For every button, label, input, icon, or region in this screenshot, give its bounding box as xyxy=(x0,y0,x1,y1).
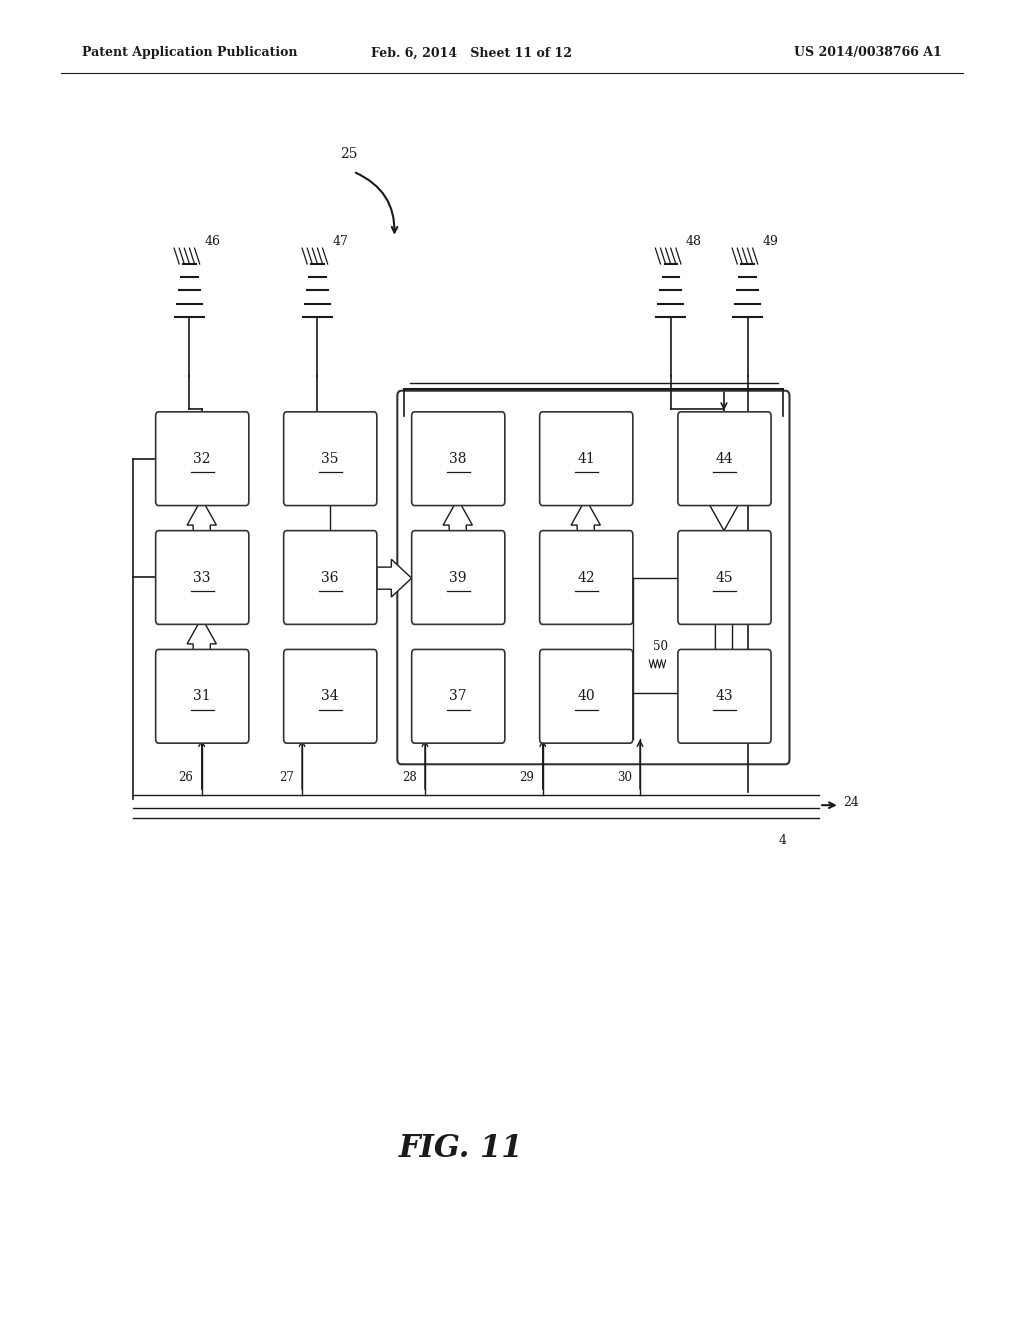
Text: Feb. 6, 2014   Sheet 11 of 12: Feb. 6, 2014 Sheet 11 of 12 xyxy=(371,46,571,59)
Text: 46: 46 xyxy=(205,235,221,248)
FancyArrow shape xyxy=(571,499,600,535)
Text: 40: 40 xyxy=(578,689,595,704)
FancyArrow shape xyxy=(710,620,738,702)
Text: Patent Application Publication: Patent Application Publication xyxy=(82,46,297,59)
Text: 44: 44 xyxy=(716,451,733,466)
FancyBboxPatch shape xyxy=(412,649,505,743)
FancyArrow shape xyxy=(187,499,216,535)
FancyBboxPatch shape xyxy=(540,649,633,743)
FancyBboxPatch shape xyxy=(156,531,249,624)
Text: 43: 43 xyxy=(716,689,733,704)
Text: FIG. 11: FIG. 11 xyxy=(398,1133,523,1164)
Text: 38: 38 xyxy=(450,451,467,466)
Text: 41: 41 xyxy=(578,451,595,466)
Text: US 2014/0038766 A1: US 2014/0038766 A1 xyxy=(795,46,942,59)
Text: 36: 36 xyxy=(322,570,339,585)
FancyBboxPatch shape xyxy=(156,412,249,506)
FancyBboxPatch shape xyxy=(540,412,633,506)
Text: 47: 47 xyxy=(333,235,349,248)
Text: 45: 45 xyxy=(716,570,733,585)
FancyBboxPatch shape xyxy=(284,531,377,624)
FancyBboxPatch shape xyxy=(284,412,377,506)
FancyBboxPatch shape xyxy=(412,531,505,624)
FancyArrow shape xyxy=(571,653,600,702)
Text: 35: 35 xyxy=(322,451,339,466)
FancyBboxPatch shape xyxy=(678,412,771,506)
Text: 32: 32 xyxy=(194,451,211,466)
FancyBboxPatch shape xyxy=(156,649,249,743)
Text: 42: 42 xyxy=(578,570,595,585)
FancyBboxPatch shape xyxy=(412,412,505,506)
Text: 4: 4 xyxy=(778,834,786,847)
Text: 28: 28 xyxy=(402,771,417,784)
Text: 26: 26 xyxy=(178,771,194,784)
Text: 25: 25 xyxy=(340,147,357,161)
Text: 48: 48 xyxy=(686,235,702,248)
Text: 34: 34 xyxy=(322,689,339,704)
Text: 33: 33 xyxy=(194,570,211,585)
FancyArrow shape xyxy=(443,653,472,702)
FancyArrow shape xyxy=(377,560,412,597)
Text: 29: 29 xyxy=(519,771,535,784)
FancyBboxPatch shape xyxy=(678,649,771,743)
FancyArrow shape xyxy=(710,502,738,531)
FancyBboxPatch shape xyxy=(284,649,377,743)
Text: 37: 37 xyxy=(450,689,467,704)
Text: 39: 39 xyxy=(450,570,467,585)
Text: 30: 30 xyxy=(616,771,632,784)
Text: 24: 24 xyxy=(843,796,859,809)
Text: 27: 27 xyxy=(279,771,294,784)
FancyArrow shape xyxy=(187,618,216,653)
Text: 49: 49 xyxy=(763,235,779,248)
FancyBboxPatch shape xyxy=(678,531,771,624)
FancyArrow shape xyxy=(443,499,472,535)
FancyBboxPatch shape xyxy=(540,531,633,624)
Text: 50: 50 xyxy=(653,640,669,653)
Text: 31: 31 xyxy=(194,689,211,704)
